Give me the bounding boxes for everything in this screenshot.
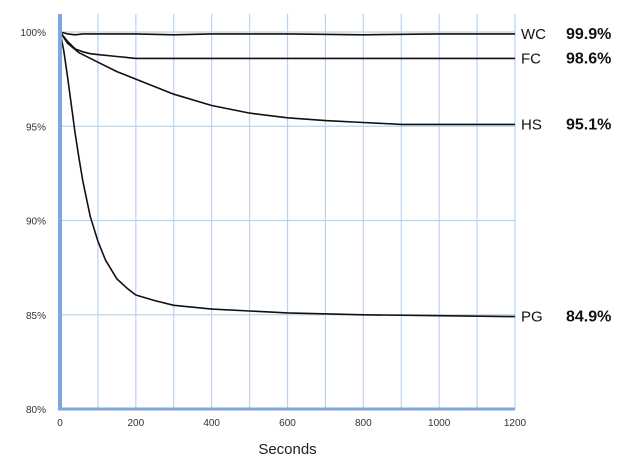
y-tick-label: 90% (26, 217, 46, 228)
series-lines (59, 31, 516, 318)
y-tick-label: 100% (20, 28, 46, 39)
series-label-fc: FC (521, 50, 541, 67)
x-tick-label: 200 (127, 418, 144, 429)
series-value-pg: 84.9% (566, 309, 611, 326)
series-line-hs (59, 31, 515, 126)
series-label-pg: PG (521, 309, 543, 326)
series-label-wc: WC (521, 26, 546, 43)
series-value-hs: 95.1% (566, 116, 611, 133)
series-line-wc (59, 31, 515, 36)
x-tick-label: 1000 (428, 418, 451, 429)
x-tick-label: 800 (355, 418, 372, 429)
grid (60, 14, 516, 409)
x-axis-title: Seconds (258, 441, 316, 458)
y-tick-label: 95% (26, 122, 46, 133)
series-value-wc: 99.9% (566, 26, 611, 43)
x-tick-label: 400 (203, 418, 220, 429)
tick-labels: 0 200 400 600 800 1000 1200 80% 85% 90% 95% 100% (20, 28, 526, 429)
series-value-fc: 98.6% (566, 50, 611, 67)
y-tick-label: 85% (26, 311, 46, 322)
x-tick-label: 600 (279, 418, 296, 429)
series-line-fc (59, 31, 515, 60)
x-tick-label: 1200 (504, 418, 527, 429)
series-line-pg (59, 31, 516, 318)
series-label-hs: HS (521, 116, 542, 133)
y-tick-label: 80% (26, 405, 46, 416)
series-end-labels: WC 99.9% FC 98.6% HS 95.1% PG 84.9% (521, 26, 611, 326)
axes (58, 14, 515, 411)
x-tick-label: 0 (57, 418, 63, 429)
